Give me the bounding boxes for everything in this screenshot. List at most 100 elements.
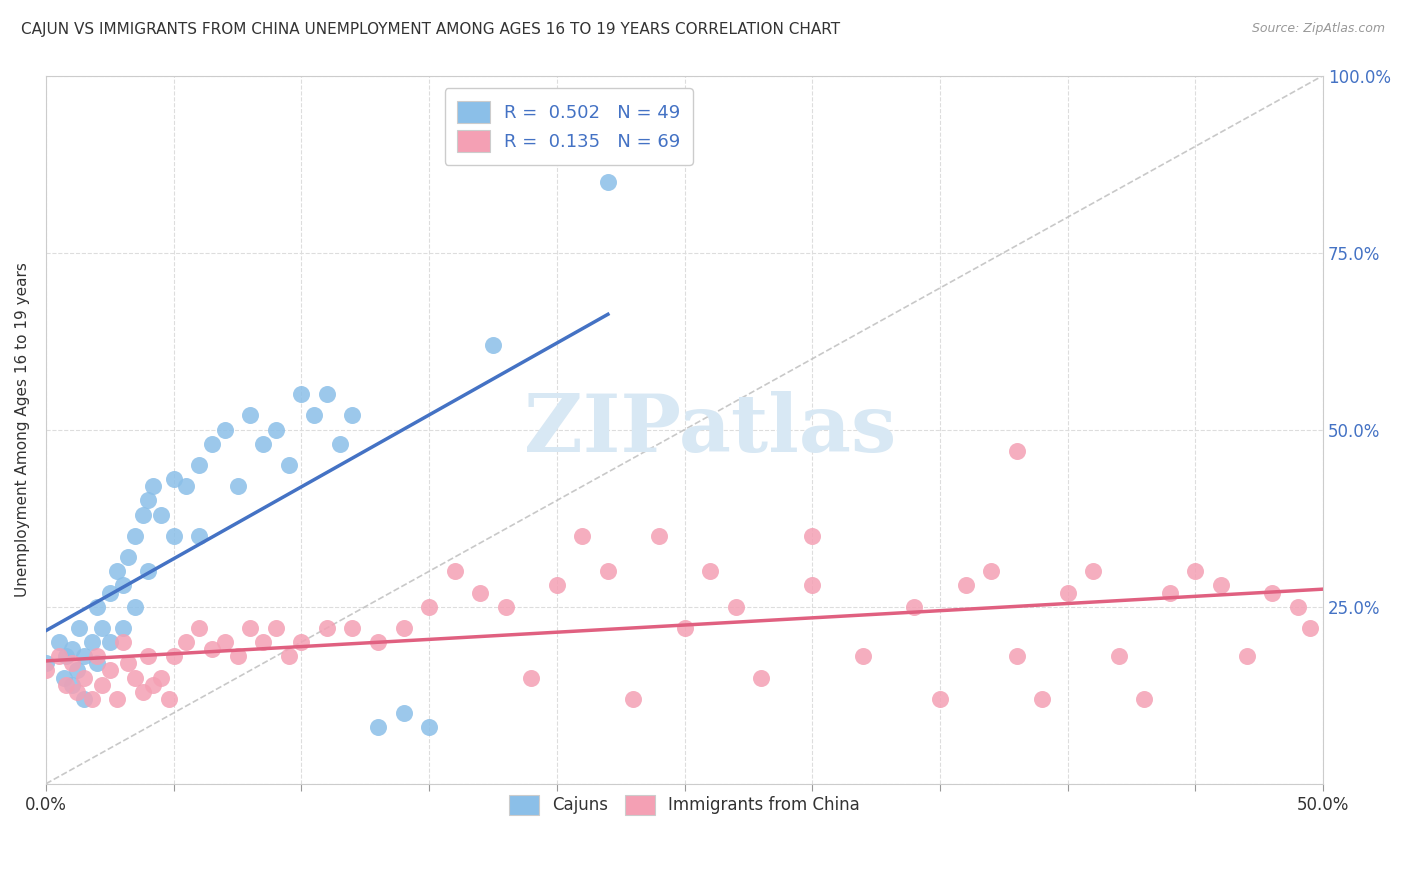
Point xyxy=(418,720,440,734)
Text: ZIPatlas: ZIPatlas xyxy=(524,391,896,468)
Point xyxy=(132,508,155,522)
Point xyxy=(1159,585,1181,599)
Point xyxy=(392,621,415,635)
Point xyxy=(149,671,172,685)
Point xyxy=(98,585,121,599)
Point xyxy=(749,671,772,685)
Point xyxy=(699,564,721,578)
Point xyxy=(91,621,114,635)
Point xyxy=(392,706,415,720)
Point xyxy=(201,642,224,657)
Point xyxy=(623,691,645,706)
Point xyxy=(136,493,159,508)
Point xyxy=(648,529,671,543)
Point xyxy=(342,621,364,635)
Point xyxy=(495,599,517,614)
Point xyxy=(214,423,236,437)
Point xyxy=(163,649,186,664)
Point xyxy=(188,529,211,543)
Point xyxy=(136,649,159,664)
Point xyxy=(277,649,299,664)
Point xyxy=(117,657,139,671)
Point xyxy=(52,671,75,685)
Point xyxy=(163,529,186,543)
Text: Source: ZipAtlas.com: Source: ZipAtlas.com xyxy=(1251,22,1385,36)
Point xyxy=(142,677,165,691)
Point xyxy=(176,479,198,493)
Point xyxy=(73,649,96,664)
Point xyxy=(111,578,134,592)
Point xyxy=(342,409,364,423)
Point xyxy=(1005,649,1028,664)
Point xyxy=(132,684,155,698)
Point xyxy=(65,664,87,678)
Point xyxy=(91,677,114,691)
Point xyxy=(35,664,58,678)
Point xyxy=(1031,691,1053,706)
Point xyxy=(48,649,70,664)
Point xyxy=(596,564,619,578)
Point xyxy=(65,684,87,698)
Point xyxy=(124,529,146,543)
Point xyxy=(201,437,224,451)
Point xyxy=(316,621,339,635)
Point xyxy=(1299,621,1322,635)
Point xyxy=(188,458,211,472)
Point xyxy=(470,585,492,599)
Point xyxy=(1056,585,1078,599)
Point xyxy=(724,599,747,614)
Point xyxy=(107,691,129,706)
Point xyxy=(124,671,146,685)
Point xyxy=(277,458,299,472)
Point xyxy=(903,599,925,614)
Point xyxy=(546,578,568,592)
Point xyxy=(239,621,262,635)
Point xyxy=(73,691,96,706)
Point xyxy=(35,657,58,671)
Point xyxy=(142,479,165,493)
Legend: Cajuns, Immigrants from China: Cajuns, Immigrants from China xyxy=(499,785,870,825)
Point xyxy=(955,578,977,592)
Point xyxy=(1005,443,1028,458)
Point xyxy=(48,635,70,649)
Point xyxy=(482,337,505,351)
Point xyxy=(1108,649,1130,664)
Point xyxy=(673,621,696,635)
Point xyxy=(188,621,211,635)
Point xyxy=(1236,649,1258,664)
Point xyxy=(316,387,339,401)
Point xyxy=(111,621,134,635)
Point xyxy=(1261,585,1284,599)
Point xyxy=(124,599,146,614)
Point xyxy=(111,635,134,649)
Point xyxy=(1083,564,1105,578)
Point xyxy=(73,671,96,685)
Point xyxy=(367,720,389,734)
Point xyxy=(86,599,108,614)
Point xyxy=(226,479,249,493)
Point xyxy=(214,635,236,649)
Y-axis label: Unemployment Among Ages 16 to 19 years: Unemployment Among Ages 16 to 19 years xyxy=(15,262,30,597)
Point xyxy=(1209,578,1232,592)
Point xyxy=(117,550,139,565)
Point xyxy=(60,642,83,657)
Point xyxy=(929,691,952,706)
Point xyxy=(520,671,543,685)
Point xyxy=(1184,564,1206,578)
Point xyxy=(157,691,180,706)
Point xyxy=(302,409,325,423)
Point xyxy=(980,564,1002,578)
Point xyxy=(80,691,103,706)
Point xyxy=(226,649,249,664)
Point xyxy=(252,635,274,649)
Text: CAJUN VS IMMIGRANTS FROM CHINA UNEMPLOYMENT AMONG AGES 16 TO 19 YEARS CORRELATIO: CAJUN VS IMMIGRANTS FROM CHINA UNEMPLOYM… xyxy=(21,22,841,37)
Point xyxy=(163,472,186,486)
Point xyxy=(801,578,824,592)
Point xyxy=(329,437,352,451)
Point xyxy=(107,564,129,578)
Point xyxy=(60,677,83,691)
Point xyxy=(1133,691,1156,706)
Point xyxy=(1286,599,1309,614)
Point xyxy=(86,657,108,671)
Point xyxy=(67,621,90,635)
